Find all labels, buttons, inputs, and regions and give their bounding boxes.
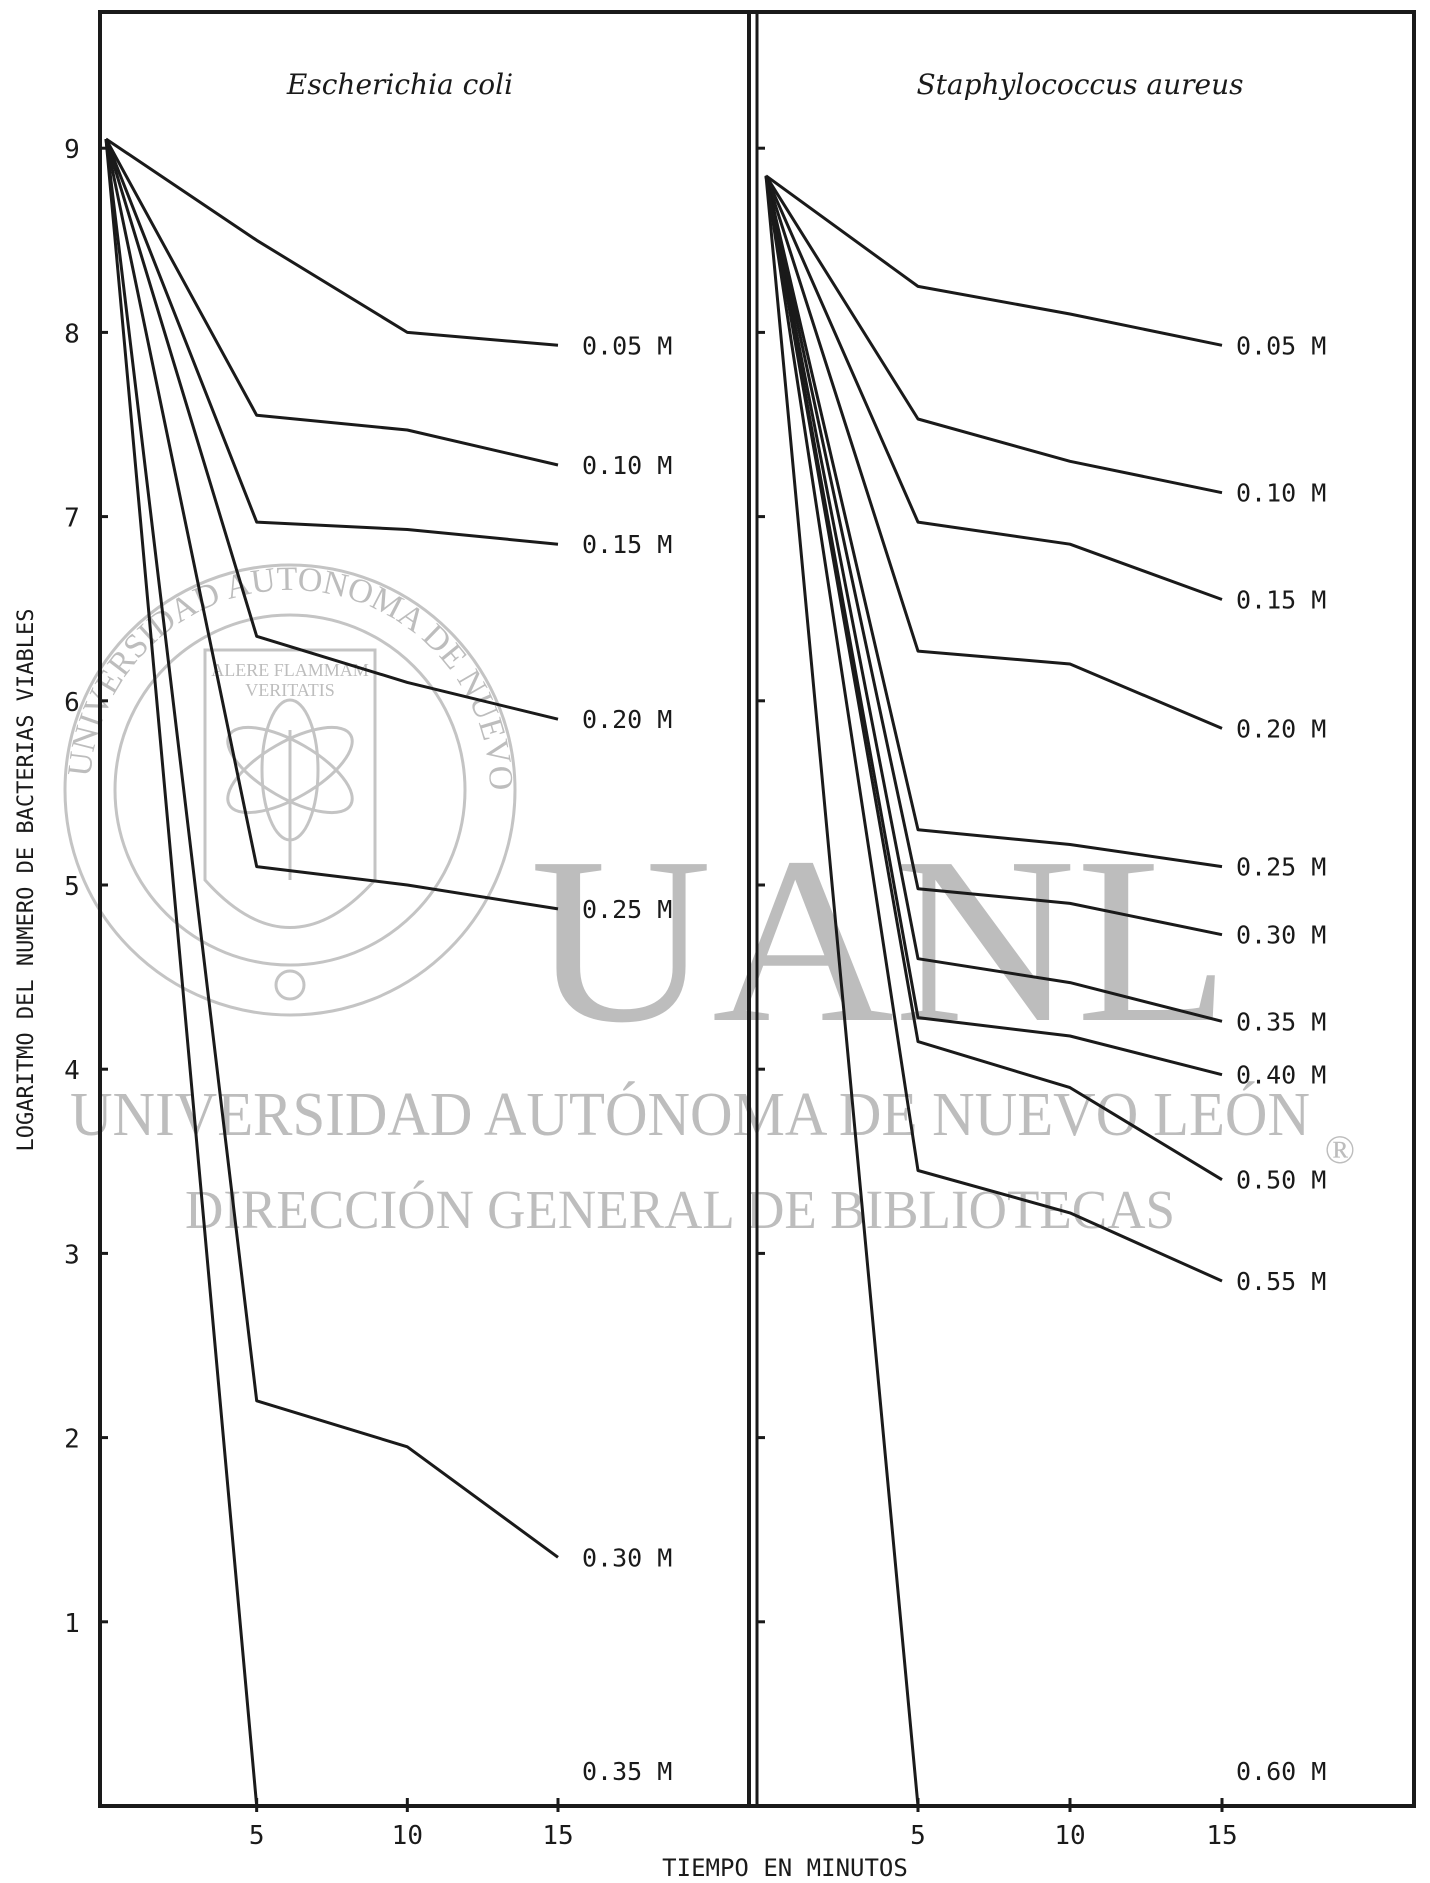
- watermark-line-2: DIRECCIÓN GENERAL DE BIBLIOTECAS: [185, 1179, 1175, 1240]
- series-label: 0.40 M: [1236, 1061, 1326, 1090]
- y-tick-label: 7: [64, 504, 80, 534]
- x-tick-label: 10: [1054, 1821, 1085, 1851]
- x-tick-label: 15: [1206, 1821, 1237, 1851]
- series-line-050: [764, 175, 1223, 1181]
- seal-motto-2: VERITATIS: [245, 680, 335, 700]
- series-line-015: [104, 138, 559, 546]
- y-tick-label: 8: [64, 319, 80, 349]
- series-label: 0.60 M: [1236, 1757, 1326, 1786]
- y-tick-label: 5: [64, 872, 80, 902]
- x-tick-label: 5: [910, 1821, 926, 1851]
- series-label: 0.20 M: [582, 705, 672, 734]
- series-line-020: [764, 175, 1223, 730]
- series-line-035: [104, 138, 558, 1808]
- series-line-020: [104, 138, 559, 721]
- watermark-registered: ®: [1325, 1127, 1355, 1172]
- series-label: 0.35 M: [582, 1757, 672, 1786]
- series-line-005: [765, 174, 1223, 347]
- series-label: 0.35 M: [1236, 1007, 1326, 1036]
- watermark-logo: UANL: [530, 809, 1230, 1072]
- panel-1: Escherichia coli 1 2 3 4 5 6 7 8 9 5 10 15 0.05 M 0.10…: [64, 68, 672, 1851]
- series-label: 0.10 M: [582, 451, 672, 480]
- series-label: 0.30 M: [582, 1543, 672, 1572]
- series-label: 0.50 M: [1236, 1166, 1326, 1195]
- series-label: 0.25 M: [1236, 853, 1326, 882]
- series-line-025: [104, 138, 559, 911]
- series-label: 0.55 M: [1236, 1267, 1326, 1296]
- series-label: 0.30 M: [1236, 921, 1326, 950]
- series-label: 0.25 M: [582, 895, 672, 924]
- y-tick-label: 4: [64, 1056, 80, 1086]
- series-line-015: [764, 175, 1223, 601]
- series-label: 0.05 M: [1236, 331, 1326, 360]
- panel-title: Staphylococcus aureus: [916, 68, 1243, 101]
- series-line-010: [104, 138, 559, 467]
- series-label: 0.20 M: [1236, 714, 1326, 743]
- x-tick-label: 15: [542, 1821, 573, 1851]
- y-tick-label: 9: [64, 135, 80, 165]
- series-line-010: [764, 175, 1223, 495]
- series-label: 0.15 M: [1236, 585, 1326, 614]
- watermark-line-1: UNIVERSIDAD AUTÓNOMA DE NUEVO LEÓN: [70, 1081, 1310, 1149]
- series-line-030: [104, 138, 559, 1559]
- y-tick-label: 2: [64, 1425, 80, 1455]
- seal-motto-1: ALERE FLAMMAM: [211, 660, 369, 680]
- series-label: 0.10 M: [1236, 479, 1326, 508]
- panel-2: Staphylococcus aureus 5 10 15 0.05 M 0.10 M 0.…: [757, 68, 1326, 1851]
- series-line-030: [764, 175, 1223, 937]
- series-line-055: [764, 175, 1223, 1283]
- y-axis-label: LOGARITMO DEL NUMERO DE BACTERIAS VIABLE…: [14, 608, 39, 1151]
- series-label: 0.15 M: [582, 530, 672, 559]
- y-tick-label: 3: [64, 1240, 80, 1270]
- series-label: 0.05 M: [582, 331, 672, 360]
- series-line-040: [764, 175, 1223, 1077]
- x-tick-label: 5: [249, 1821, 265, 1851]
- x-tick-label: 10: [392, 1821, 423, 1851]
- y-tick-label: 6: [64, 688, 80, 718]
- panel-title: Escherichia coli: [286, 68, 513, 101]
- series-line-035: [764, 175, 1223, 1023]
- series-line-025: [764, 175, 1223, 869]
- series-line-005: [105, 137, 559, 347]
- series-line-060: [764, 175, 1222, 1808]
- y-tick-label: 1: [64, 1609, 80, 1639]
- x-axis-label: TIEMPO EN MINUTOS: [662, 1854, 908, 1882]
